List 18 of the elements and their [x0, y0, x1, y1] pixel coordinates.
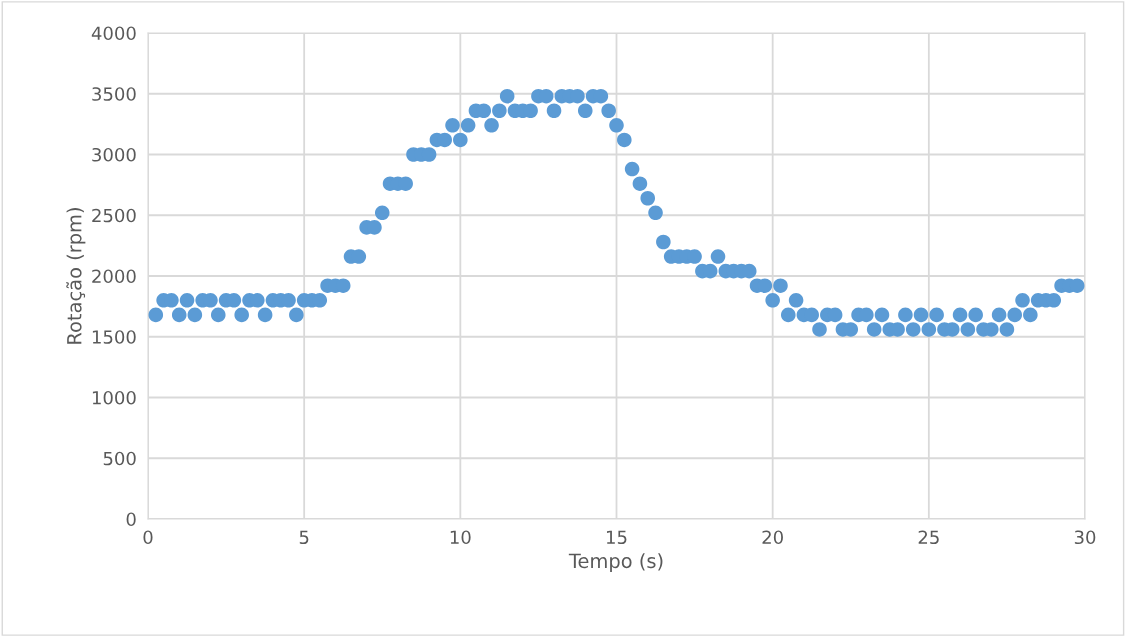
x-tick-label: 15 [607, 530, 627, 545]
y-tick-label: 500 [103, 451, 136, 466]
y-tick-label: 1500 [92, 330, 136, 344]
x-tick-label: 25 [918, 530, 939, 545]
x-tick-label: 20 [762, 530, 783, 545]
y-tick-label: 2000 [92, 269, 136, 284]
x-axis-title: Tempo (s) [568, 553, 663, 572]
x-tick-label: 0 [143, 530, 153, 545]
x-tick-label: 5 [299, 530, 309, 545]
y-tick-label: 0 [126, 512, 136, 527]
y-tick-label: 3000 [92, 147, 136, 162]
y-tick-label: 3500 [92, 87, 136, 101]
y-tick-label: 2500 [92, 208, 136, 223]
y-tick-label: 1000 [92, 390, 136, 405]
y-tick-label: 4000 [91, 26, 136, 41]
x-tick-label: 30 [1074, 530, 1096, 545]
y-axis-title: Rotação (rpm) [66, 208, 86, 344]
x-tick-label: 10 [450, 530, 471, 545]
